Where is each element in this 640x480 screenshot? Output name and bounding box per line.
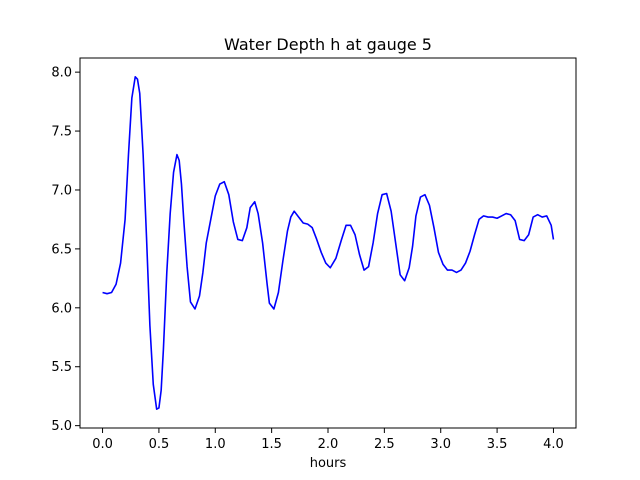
x-tick-label: 2.0 (318, 437, 339, 452)
x-tick-label: 3.0 (430, 437, 451, 452)
x-tick-label: 0.0 (92, 437, 113, 452)
series-line (102, 76, 555, 410)
x-axis: 0.0 0.5 1.0 1.5 2.0 2.5 3.0 3.5 4.0 (92, 428, 564, 452)
y-tick-label: 7.5 (51, 125, 72, 140)
y-tick-label: 7.0 (51, 183, 72, 198)
x-tick-label: 0.5 (149, 437, 170, 452)
y-tick-label: 5.5 (51, 360, 72, 375)
y-tick-label: 6.0 (51, 301, 72, 316)
y-tick-label: 6.5 (51, 242, 72, 257)
x-tick-label: 1.5 (261, 437, 282, 452)
x-tick-label: 4.0 (543, 437, 564, 452)
chart-title: Water Depth h at gauge 5 (224, 35, 432, 54)
y-axis: 5.0 5.5 6.0 6.5 7.0 7.5 8.0 (51, 66, 80, 434)
y-tick-label: 8.0 (51, 66, 72, 81)
x-tick-label: 3.5 (487, 437, 508, 452)
x-tick-label: 1.0 (205, 437, 226, 452)
x-tick-label: 2.5 (374, 437, 395, 452)
y-tick-label: 5.0 (51, 419, 72, 434)
x-axis-label: hours (310, 456, 347, 471)
